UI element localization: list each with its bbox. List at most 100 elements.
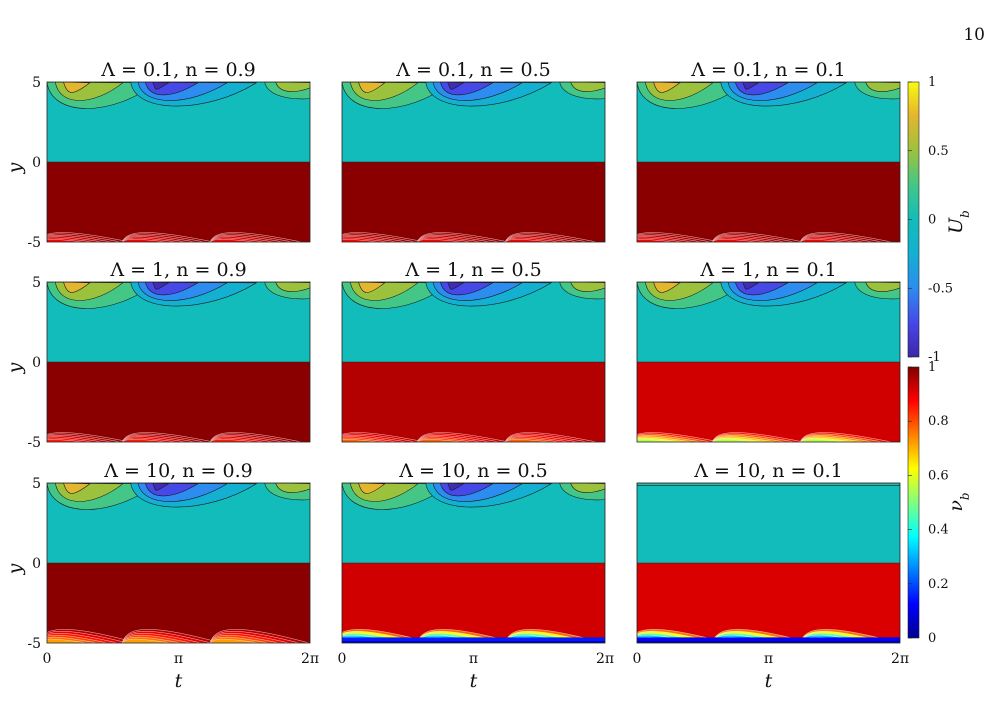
panel-title: Λ = 10, n = 0.9 — [103, 460, 252, 482]
y-tick-label: 0 — [32, 556, 41, 572]
panel-title: Λ = 1, n = 0.9 — [109, 259, 246, 281]
lower-field-bg — [47, 162, 310, 242]
y-tick-label: 0 — [32, 155, 41, 171]
colorbar-u-tick-label: -1 — [928, 350, 941, 365]
page-number: 10 — [963, 25, 985, 45]
colorbar-u-tick-label: 1 — [928, 75, 936, 90]
colorbar-u-tick-label: 0 — [928, 213, 936, 228]
y-tick-label: 0 — [32, 355, 41, 371]
u-contour-2-1 — [570, 483, 605, 493]
x-tick-label: π — [174, 651, 183, 667]
x-tick-label: π — [469, 651, 478, 667]
x-axis-label: t — [470, 670, 478, 692]
u-contour-0-2 — [653, 282, 681, 293]
y-tick-label: 5 — [32, 75, 41, 91]
u-contour-2-1 — [865, 82, 900, 92]
u-contour-1-3 — [742, 282, 760, 290]
panel-title: Λ = 0.1, n = 0.5 — [395, 59, 550, 81]
u-contour-1-3 — [447, 282, 465, 290]
nu-wall-band-inner — [637, 641, 900, 643]
u-contour-2-1 — [275, 483, 310, 493]
lower-field-bg — [342, 362, 605, 442]
panel-title: Λ = 0.1, n = 0.9 — [100, 59, 255, 81]
u-contour-2-1 — [275, 282, 310, 292]
y-tick-label: -5 — [27, 636, 41, 652]
colorbar-nu-label: νb — [945, 492, 972, 511]
colorbar-u-label: Ub — [945, 210, 972, 234]
u-contour-1-3 — [447, 483, 465, 491]
y-axis-label: y — [4, 162, 26, 174]
lower-field-bg — [637, 162, 900, 242]
u-contour-2-1 — [570, 82, 605, 92]
axes-frame — [341, 281, 606, 443]
u-contour-0-2 — [63, 82, 91, 93]
u-contour-1-3 — [152, 82, 170, 90]
x-tick-label: 2π — [596, 651, 614, 667]
u-contour-0-2 — [63, 483, 91, 494]
x-tick-label: 0 — [43, 651, 52, 667]
x-axis-label: t — [765, 670, 773, 692]
panel-8: Λ = 10, n = 0.5 0 π 2π t — [338, 460, 615, 692]
axes-frame — [636, 482, 901, 644]
panel-4: Λ = 1, n = 0.9 5 0 -5 y — [4, 259, 311, 451]
x-tick-label: 0 — [633, 651, 642, 667]
lower-field-bg — [47, 362, 310, 442]
colorbar-u: 1 0.5 0 -0.5 -1 Ub — [907, 75, 972, 365]
panel-2: Λ = 0.1, n = 0.5 — [341, 59, 606, 243]
colorbar-u-tick-label: -0.5 — [928, 281, 953, 296]
panel-6: Λ = 1, n = 0.1 — [636, 259, 901, 443]
panel-5: Λ = 1, n = 0.5 — [341, 259, 606, 443]
u-contour-1-3 — [447, 82, 465, 90]
axes-frame — [341, 81, 606, 243]
axes-frame — [341, 482, 606, 644]
u-contour-0-2 — [63, 282, 91, 293]
panel-title: Λ = 10, n = 0.5 — [398, 460, 547, 482]
upper-field-bg — [637, 483, 900, 563]
x-tick-label: 2π — [301, 651, 319, 667]
nu-wall-band — [342, 637, 605, 643]
axes-frame — [46, 281, 311, 443]
y-tick-label: 5 — [32, 275, 41, 291]
lower-field-bg — [637, 362, 900, 442]
panels-grid: Λ = 0.1, n = 0.950-5yΛ = 0.1, n = 0.5 Λ =… — [4, 59, 910, 692]
y-tick-label: -5 — [27, 435, 41, 451]
panel-title: Λ = 10, n = 0.1 — [693, 460, 842, 482]
axes-frame — [636, 81, 901, 243]
colorbar-nu-tick-label: 1 — [928, 360, 936, 375]
panel-9: Λ = 10, n = 0.1 0 π 2π t — [633, 460, 910, 692]
colorbar-nu-gradient — [907, 366, 920, 639]
colorbar-nu-tick-label: 0.4 — [928, 523, 949, 538]
panel-title: Λ = 1, n = 0.1 — [699, 259, 836, 281]
colorbar-nu-tick-label: 0.2 — [928, 577, 949, 592]
lower-field-bg — [342, 162, 605, 242]
panel-1: Λ = 0.1, n = 0.9 5 0 -5 y — [4, 59, 311, 251]
u-contour-1-3 — [152, 483, 170, 491]
axes-frame — [636, 281, 901, 443]
y-tick-label: 5 — [32, 476, 41, 492]
u-contour-2-1 — [275, 82, 310, 92]
u-contour-0-2 — [358, 282, 386, 293]
lower-field-bg — [637, 563, 900, 643]
x-tick-label: π — [764, 651, 773, 667]
axes-frame — [46, 482, 311, 644]
x-axis-label: t — [175, 670, 183, 692]
nu-wall-band-inner — [342, 641, 605, 643]
u-contour-0-2 — [653, 82, 681, 93]
axes-frame — [46, 81, 311, 243]
panel-7: Λ = 10, n = 0.950-5y0 π 2πt — [4, 460, 319, 692]
x-tick-label: 0 — [338, 651, 347, 667]
panel-title: Λ = 1, n = 0.5 — [404, 259, 541, 281]
y-tick-label: -5 — [27, 235, 41, 251]
x-tick-label: 2π — [891, 651, 909, 667]
lower-field-bg — [342, 563, 605, 643]
lower-field-bg — [47, 563, 310, 643]
colorbar-u-tick-label: 0.5 — [928, 144, 949, 159]
u-contour-2-1 — [865, 282, 900, 292]
nu-wall-band — [637, 637, 900, 643]
u-contour-0-2 — [358, 483, 386, 494]
u-contour-0-2 — [358, 82, 386, 93]
y-axis-label: y — [4, 362, 26, 374]
colorbar-nu-tick-label: 0 — [928, 631, 936, 646]
u-contour-1-3 — [742, 82, 760, 90]
